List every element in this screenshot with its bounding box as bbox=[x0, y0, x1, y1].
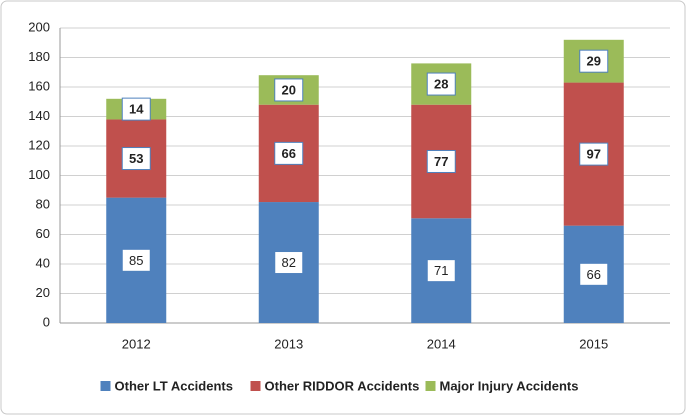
y-tick-label: 0 bbox=[43, 314, 50, 329]
x-tick-label: 2012 bbox=[122, 336, 151, 351]
data-label-box bbox=[426, 149, 456, 173]
data-label-box bbox=[121, 147, 151, 171]
x-tick-label: 2014 bbox=[427, 336, 456, 351]
y-tick-label: 60 bbox=[36, 226, 50, 241]
data-label: 28 bbox=[434, 76, 448, 91]
y-tick-label: 100 bbox=[28, 167, 50, 182]
y-tick-label: 200 bbox=[28, 19, 50, 34]
data-label-box bbox=[579, 142, 609, 166]
data-label-box bbox=[121, 97, 151, 121]
data-label: 14 bbox=[129, 102, 144, 117]
legend-swatch bbox=[425, 381, 436, 391]
data-label: 53 bbox=[129, 151, 143, 166]
legend-label: Other RIDDOR Accidents bbox=[265, 378, 420, 393]
legend-swatch bbox=[100, 381, 111, 391]
data-label-box bbox=[579, 49, 609, 73]
x-tick-label: 2015 bbox=[579, 336, 608, 351]
legend-swatch bbox=[250, 381, 261, 391]
legend-label: Major Injury Accidents bbox=[440, 378, 579, 393]
data-label-box bbox=[274, 78, 304, 102]
data-label: 20 bbox=[282, 82, 296, 97]
data-label: 66 bbox=[282, 146, 296, 161]
y-tick-label: 140 bbox=[28, 108, 50, 123]
data-label: 29 bbox=[587, 54, 601, 69]
data-label: 82 bbox=[282, 255, 296, 270]
y-tick-label: 160 bbox=[28, 78, 50, 93]
data-label-box bbox=[121, 248, 151, 272]
data-label-box bbox=[426, 259, 456, 283]
data-label-box bbox=[274, 251, 304, 275]
data-label-box bbox=[426, 72, 456, 96]
data-label: 66 bbox=[587, 267, 601, 282]
y-tick-label: 40 bbox=[36, 255, 50, 270]
data-label: 71 bbox=[434, 263, 448, 278]
data-label-box bbox=[579, 262, 609, 286]
data-label-box bbox=[274, 141, 304, 165]
y-tick-label: 80 bbox=[36, 196, 50, 211]
legend-label: Other LT Accidents bbox=[115, 378, 233, 393]
data-label: 97 bbox=[587, 147, 601, 162]
y-tick-label: 120 bbox=[28, 137, 50, 152]
data-label: 77 bbox=[434, 154, 448, 169]
x-tick-label: 2013 bbox=[274, 336, 303, 351]
data-label: 85 bbox=[129, 253, 143, 268]
y-tick-label: 180 bbox=[28, 49, 50, 64]
y-tick-label: 20 bbox=[36, 285, 50, 300]
